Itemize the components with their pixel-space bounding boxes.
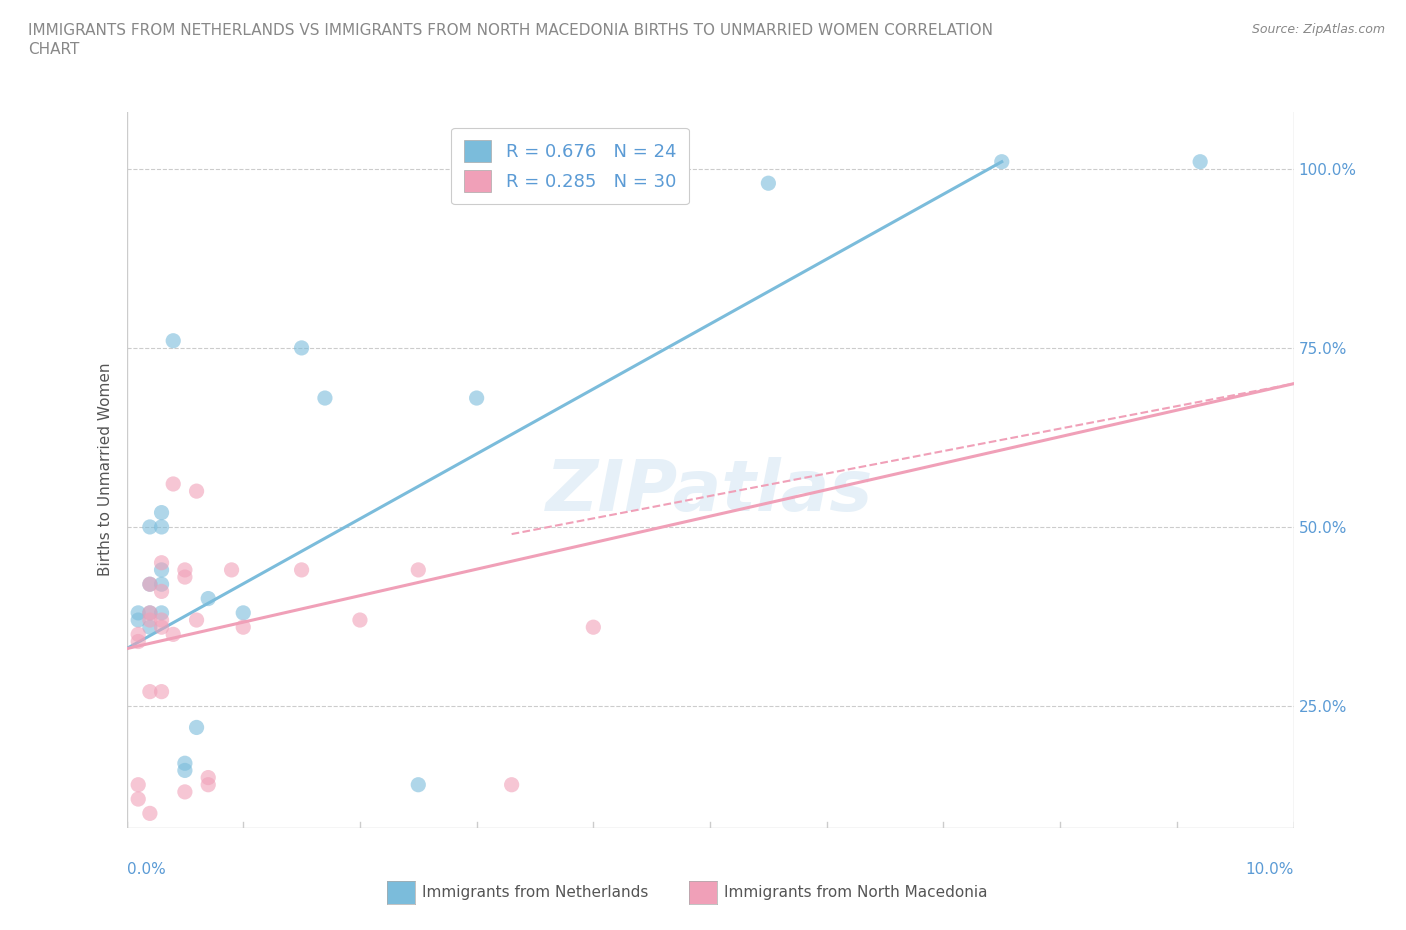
Point: [139, 806, 162, 821]
Point: [186, 484, 208, 498]
Point: [221, 563, 243, 578]
Point: [150, 619, 173, 634]
Point: [186, 720, 208, 735]
Point: [139, 613, 162, 628]
Point: [174, 569, 197, 585]
Point: [139, 577, 162, 591]
Point: [127, 613, 149, 628]
Y-axis label: Births to Unmarried Women: Births to Unmarried Women: [97, 363, 112, 577]
Text: CHART: CHART: [28, 42, 80, 57]
Point: [139, 605, 162, 620]
Point: [127, 791, 149, 806]
Text: 10.0%: 10.0%: [1246, 862, 1294, 877]
Point: [150, 577, 173, 591]
Text: 0.0%: 0.0%: [127, 862, 166, 877]
Point: [162, 476, 184, 491]
Point: [150, 613, 173, 628]
Point: [139, 684, 162, 699]
Point: [150, 684, 173, 699]
Point: [127, 627, 149, 642]
Text: Immigrants from Netherlands: Immigrants from Netherlands: [422, 885, 648, 900]
Point: [290, 563, 312, 578]
Point: [127, 605, 149, 620]
Point: [150, 505, 173, 520]
Point: [232, 605, 254, 620]
Text: IMMIGRANTS FROM NETHERLANDS VS IMMIGRANTS FROM NORTH MACEDONIA BIRTHS TO UNMARRI: IMMIGRANTS FROM NETHERLANDS VS IMMIGRANT…: [28, 23, 993, 38]
Point: [139, 619, 162, 634]
Point: [197, 591, 219, 606]
Point: [314, 391, 336, 405]
Point: [150, 605, 173, 620]
Point: [408, 777, 430, 792]
Point: [139, 605, 162, 620]
Text: Immigrants from North Macedonia: Immigrants from North Macedonia: [724, 885, 987, 900]
Point: [349, 613, 371, 628]
Point: [174, 785, 197, 800]
Point: [127, 634, 149, 649]
Point: [162, 333, 184, 348]
Point: [756, 176, 779, 191]
Point: [174, 563, 197, 578]
Point: [162, 627, 184, 642]
Point: [150, 555, 173, 570]
Point: [197, 770, 219, 785]
Point: [150, 520, 173, 535]
Point: [1189, 154, 1212, 169]
Point: [990, 154, 1012, 169]
Text: Source: ZipAtlas.com: Source: ZipAtlas.com: [1251, 23, 1385, 36]
Point: [408, 563, 430, 578]
Point: [582, 619, 605, 634]
Point: [139, 520, 162, 535]
Point: [150, 584, 173, 599]
Point: [465, 391, 488, 405]
Point: [186, 613, 208, 628]
Point: [174, 756, 197, 771]
Point: [501, 777, 523, 792]
Point: [127, 777, 149, 792]
Text: ZIPatlas: ZIPatlas: [547, 457, 873, 525]
Point: [174, 763, 197, 777]
Point: [150, 563, 173, 578]
Point: [232, 619, 254, 634]
Point: [197, 777, 219, 792]
Legend: R = 0.676   N = 24, R = 0.285   N = 30: R = 0.676 N = 24, R = 0.285 N = 30: [451, 127, 689, 205]
Point: [139, 577, 162, 591]
Point: [290, 340, 312, 355]
